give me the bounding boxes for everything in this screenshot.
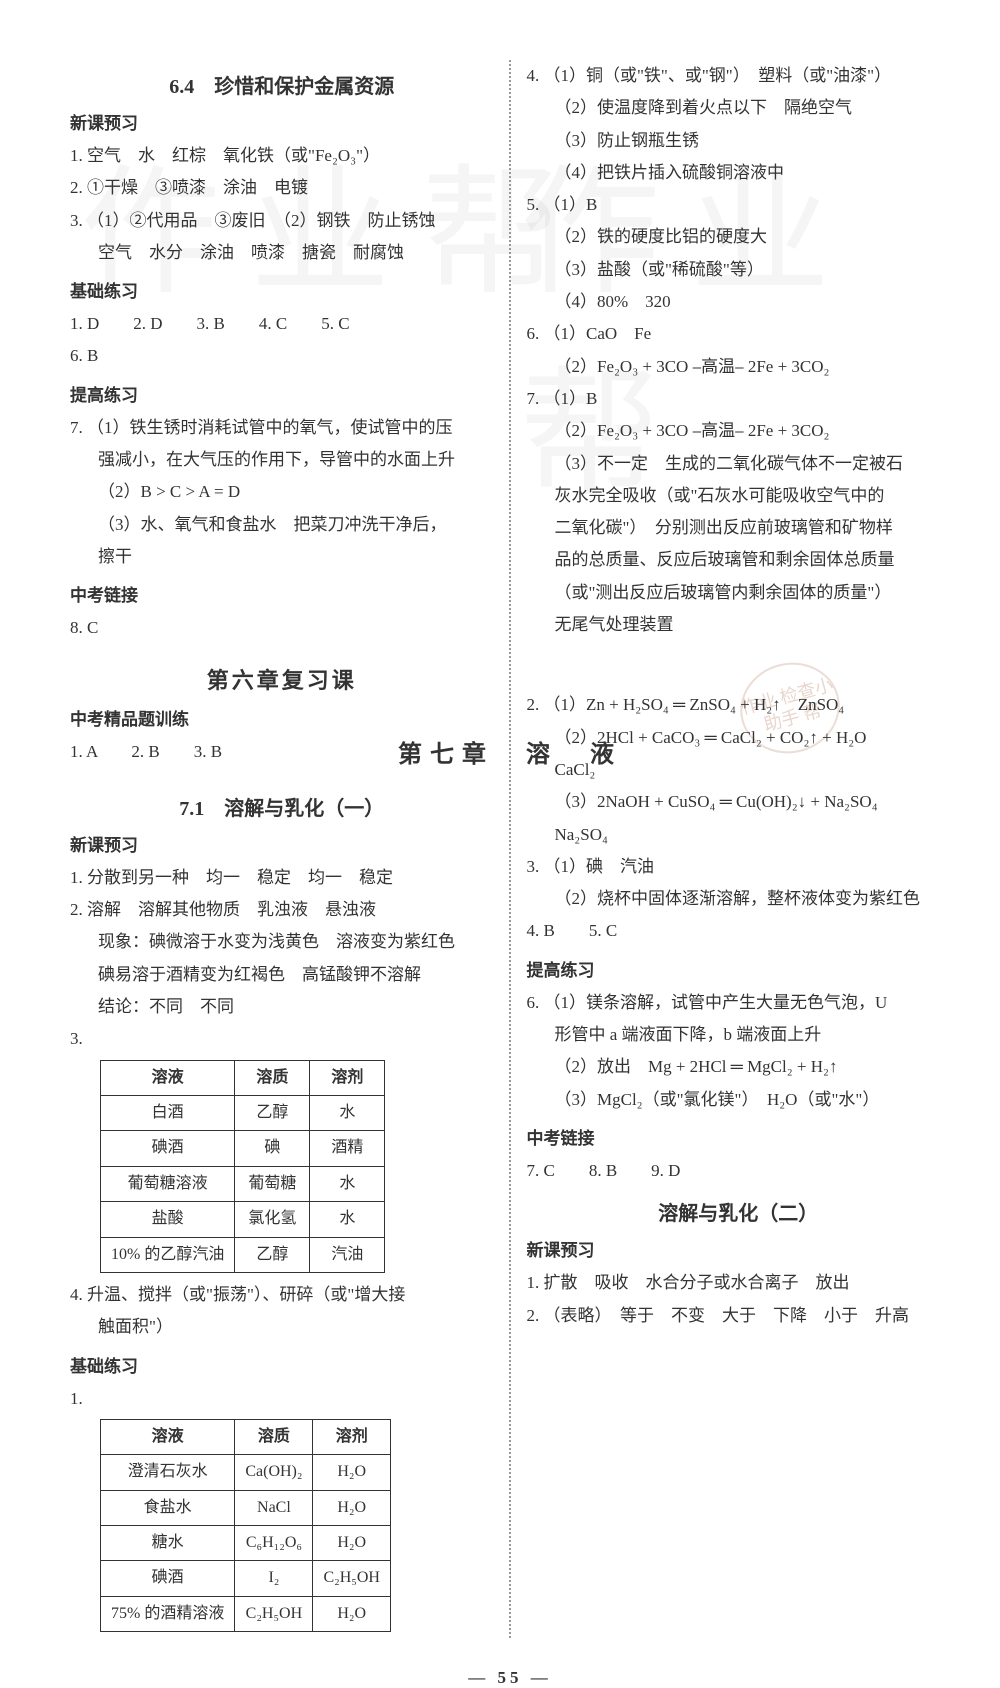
item: 触面积"） <box>70 1311 494 1343</box>
chem-equation: Fe₂O₃ + 3CO ⎯高温⎯ 2Fe + 3CO₂ <box>597 421 829 440</box>
item: 6. （1）CaO Fe <box>526 318 950 350</box>
chem-equation: Fe₂O₃ + 3CO ⎯高温⎯ 2Fe + 3CO₂ <box>597 357 829 376</box>
item: 7. （1）B <box>526 383 950 415</box>
item: （2）烧杯中固体逐渐溶解，整杯液体变为紫红色 <box>526 883 950 915</box>
item: 3. （1）②代用品 ③废旧 （2）钢铁 防止锈蚀 <box>70 205 494 237</box>
preview-heading: 新课预习 <box>526 1236 950 1261</box>
item: 2. ①干燥 ③喷漆 涂油 电镀 <box>70 172 494 204</box>
item: 结论：不同 不同 <box>70 991 494 1023</box>
item: （4）把铁片插入硫酸铜溶液中 <box>526 157 950 189</box>
basic-heading: 基础练习 <box>70 277 494 302</box>
prefix: （2） <box>554 421 597 440</box>
page-content: 6.4 珍惜和保护金属资源 新课预习 1. 空气 水 红棕 氧化铁（或"Fe₂O… <box>70 60 950 1688</box>
item: 4. （1）铜（或"铁"、或"钢"） 塑料（或"油漆"） <box>526 60 950 92</box>
item: 8. C <box>70 612 494 644</box>
section-7-2-title: 溶解与乳化（二） <box>526 1197 950 1226</box>
item: Na₂SO₄ <box>526 819 950 851</box>
right-column: 4. （1）铜（或"铁"、或"钢"） 塑料（或"油漆"） （2）使温度降到着火点… <box>526 60 950 1638</box>
item: 擦干 <box>70 541 494 573</box>
item: （2）B > C > A = D <box>70 476 494 508</box>
item: 二氧化碳"） 分别测出反应前玻璃管和矿物样 <box>526 512 950 544</box>
equation: （2）Fe₂O₃ + 3CO ⎯高温⎯ 2Fe + 3CO₂ <box>526 351 950 383</box>
item: 2. （表略） 等于 不变 大于 下降 小于 升高 <box>526 1300 950 1332</box>
exam-train-heading: 中考精品题训练 <box>70 705 494 730</box>
solution-table-1: 溶液溶质溶剂白酒乙醇水碘酒碘酒精葡萄糖溶液葡萄糖水盐酸氯化氢水10% 的乙醇汽油… <box>100 1060 385 1273</box>
item: 2. （1）Zn + H₂SO₄ ═ ZnSO₄ + H₂↑ ZnSO₄ <box>526 689 950 721</box>
item: （3）2NaOH + CuSO₄ ═ Cu(OH)₂↓ + Na₂SO₄ <box>526 786 950 818</box>
item: （或"测出反应后玻璃管内剩余固体的质量"） <box>526 577 950 609</box>
item: 强减小，在大气压的作用下，导管中的水面上升 <box>70 444 494 476</box>
preview-heading: 新课预习 <box>70 831 494 856</box>
section-6-4-title: 6.4 珍惜和保护金属资源 <box>70 70 494 99</box>
item: 6. （1）镁条溶解，试管中产生大量无色气泡，U <box>526 987 950 1019</box>
item: （3）水、氧气和食盐水 把菜刀冲洗干净后， <box>70 509 494 541</box>
improve-heading: 提高练习 <box>526 956 950 981</box>
item-with-table: 3. 溶液溶质溶剂白酒乙醇水碘酒碘酒精葡萄糖溶液葡萄糖水盐酸氯化氢水10% 的乙… <box>70 1023 494 1273</box>
item: 4. 升温、搅拌（或"振荡"）、研碎（或"增大接 <box>70 1279 494 1311</box>
column-divider <box>509 60 512 1638</box>
page-number: — 55 — <box>70 1668 950 1688</box>
item: 形管中 a 端液面下降，b 端液面上升 <box>526 1019 950 1051</box>
item-with-table: 1. 溶液溶质溶剂澄清石灰水Ca(OH)₂H₂O食盐水NaClH₂O糖水C₆H₁… <box>70 1383 494 1633</box>
prefix: （2） <box>554 357 597 376</box>
item: （2）放出 Mg + 2HCl ═ MgCl₂ + H₂↑ <box>526 1051 950 1083</box>
exam-heading: 中考链接 <box>70 581 494 606</box>
answer-row: 4. B 5. C <box>526 915 950 947</box>
solution-table-2: 溶液溶质溶剂澄清石灰水Ca(OH)₂H₂O食盐水NaClH₂O糖水C₆H₁₂O₆… <box>100 1419 391 1632</box>
preview-heading: 新课预习 <box>70 109 494 134</box>
item: 空气 水分 涂油 喷漆 搪瓷 耐腐蚀 <box>70 237 494 269</box>
answer-row: 7. C 8. B 9. D <box>526 1155 950 1187</box>
chapter-6-review-title: 第六章复习课 <box>70 663 494 695</box>
item: （2）铁的硬度比铝的硬度大 <box>526 221 950 253</box>
item: 5. （1）B <box>526 189 950 221</box>
item: （3）MgCl₂（或"氯化镁"） H₂O（或"水"） <box>526 1084 950 1116</box>
item: （4）80% 320 <box>526 286 950 318</box>
chapter-7-title: 第七章 溶 液 <box>70 734 950 769</box>
item: （2）使温度降到着火点以下 隔绝空气 <box>526 92 950 124</box>
item: 无尾气处理装置 <box>526 609 950 641</box>
item: （3）不一定 生成的二氧化碳气体不一定被石 <box>526 448 950 480</box>
exam-heading: 中考链接 <box>526 1124 950 1149</box>
item: 1. 扩散 吸收 水合分子或水合离子 放出 <box>526 1267 950 1299</box>
item: 现象：碘微溶于水变为浅黄色 溶液变为紫红色 <box>70 926 494 958</box>
section-7-1-title: 7.1 溶解与乳化（一） <box>70 792 494 821</box>
item: 碘易溶于酒精变为红褐色 高锰酸钾不溶解 <box>70 959 494 991</box>
item: （3）盐酸（或"稀硫酸"等） <box>526 254 950 286</box>
item: 7. （1）铁生锈时消耗试管中的氧气，使试管中的压 <box>70 412 494 444</box>
left-column: 6.4 珍惜和保护金属资源 新课预习 1. 空气 水 红棕 氧化铁（或"Fe₂O… <box>70 60 494 1638</box>
answer-row: 6. B <box>70 340 494 372</box>
answer-row: 1. D 2. D 3. B 4. C 5. C <box>70 308 494 340</box>
basic-heading: 基础练习 <box>70 1352 494 1377</box>
item: 1. 空气 水 红棕 氧化铁（或"Fe₂O₃"） <box>70 140 494 172</box>
item: 2. 溶解 溶解其他物质 乳浊液 悬浊液 <box>70 894 494 926</box>
item: 3. （1）碘 汽油 <box>526 851 950 883</box>
improve-heading: 提高练习 <box>70 381 494 406</box>
q-number: 3. <box>70 1029 83 1048</box>
item: （3）防止钢瓶生锈 <box>526 125 950 157</box>
item: 灰水完全吸收（或"石灰水可能吸收空气中的 <box>526 480 950 512</box>
item: 品的总质量、反应后玻璃管和剩余固体总质量 <box>526 544 950 576</box>
item: 1. 分散到另一种 均一 稳定 均一 稳定 <box>70 862 494 894</box>
equation: （2）Fe₂O₃ + 3CO ⎯高温⎯ 2Fe + 3CO₂ <box>526 415 950 447</box>
